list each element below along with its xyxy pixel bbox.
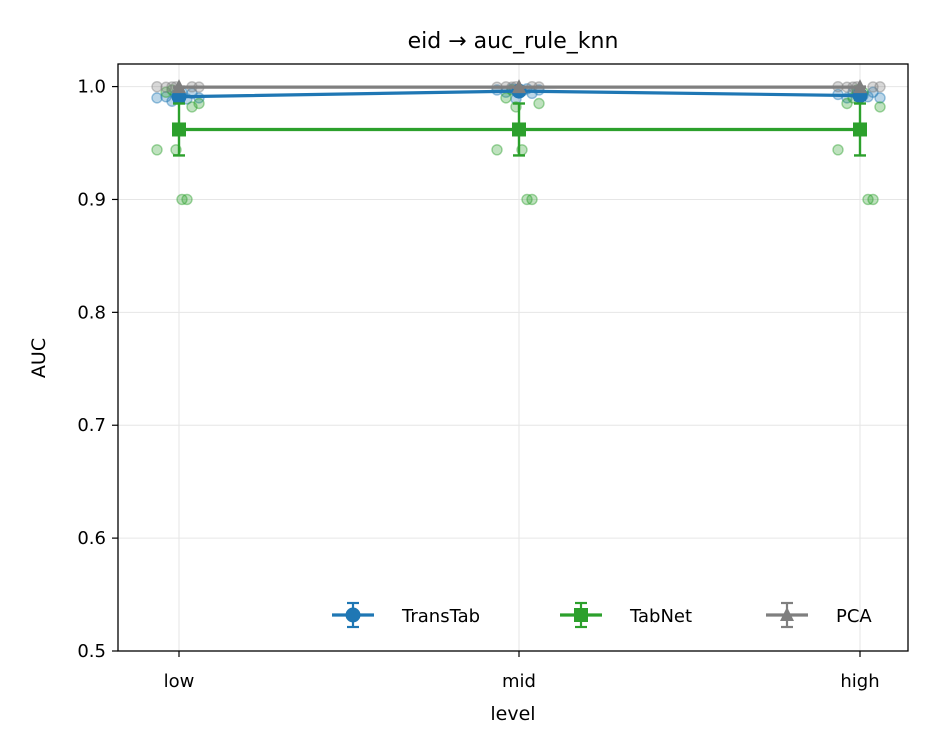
raw-point-transtab bbox=[151, 92, 163, 104]
raw-point-tabnet bbox=[160, 86, 172, 98]
raw-point-tabnet bbox=[832, 144, 844, 156]
chart-title: eid → auc_rule_knn bbox=[408, 29, 619, 54]
mean-marker-pca bbox=[853, 79, 867, 94]
mean-marker-tabnet bbox=[172, 122, 186, 137]
raw-point-pca bbox=[867, 81, 879, 93]
raw-point-tabnet bbox=[193, 97, 205, 110]
raw-point-tabnet bbox=[841, 97, 853, 110]
y-tick-label: 1.0 bbox=[77, 77, 106, 98]
raw-point-pca bbox=[151, 80, 163, 93]
mean-marker-pca bbox=[512, 79, 526, 94]
raw-point-transtab bbox=[874, 92, 886, 104]
x-axis-label: level bbox=[490, 703, 535, 725]
y-tick-label: 0.7 bbox=[77, 415, 106, 436]
legend-label-tabnet: TabNet bbox=[629, 606, 692, 627]
y-tick-label: 0.6 bbox=[77, 528, 106, 549]
raw-point-tabnet bbox=[526, 193, 538, 206]
mean-marker-tabnet bbox=[512, 122, 526, 137]
raw-point-transtab bbox=[867, 86, 879, 98]
raw-point-transtab bbox=[160, 91, 172, 103]
legend-label-pca: PCA bbox=[836, 606, 872, 627]
y-tick-label: 0.8 bbox=[77, 302, 106, 323]
y-tick-label: 0.9 bbox=[77, 189, 106, 210]
ticks-layer: 0.5 0.6 0.7 0.8 0.9 1.0 low mid high bbox=[77, 77, 879, 692]
raw-point-tabnet bbox=[186, 101, 198, 113]
legend-item-pca: PCA bbox=[766, 601, 872, 629]
legend: TransTab TabNet PCA bbox=[332, 601, 872, 629]
legend-label-transtab: TransTab bbox=[401, 606, 480, 627]
mean-marker-tabnet bbox=[853, 122, 867, 137]
series-layer bbox=[171, 79, 868, 157]
legend-marker-pca bbox=[780, 606, 794, 622]
raw-point-tabnet bbox=[862, 193, 874, 206]
mean-marker-pca bbox=[172, 79, 186, 94]
raw-point-tabnet bbox=[181, 193, 193, 206]
y-axis-label: AUC bbox=[28, 338, 50, 378]
x-tick-label: low bbox=[164, 671, 195, 692]
plot-frame bbox=[117, 63, 909, 652]
legend-marker-tabnet bbox=[574, 608, 588, 622]
raw-point-tabnet bbox=[874, 101, 886, 113]
raw-point-tabnet bbox=[867, 193, 879, 206]
x-tick-label: high bbox=[840, 671, 879, 692]
raw-point-tabnet bbox=[491, 144, 503, 156]
y-tick-label: 0.5 bbox=[77, 641, 106, 662]
raw-point-pca bbox=[874, 81, 886, 93]
raw-point-pca bbox=[160, 81, 172, 93]
legend-item-tabnet: TabNet bbox=[560, 601, 692, 629]
x-tick-label: mid bbox=[502, 671, 536, 692]
raw-point-tabnet bbox=[151, 144, 163, 156]
raw-point-tabnet bbox=[533, 97, 545, 110]
legend-item-transtab: TransTab bbox=[332, 601, 480, 629]
raw-point-tabnet bbox=[176, 193, 188, 206]
legend-marker-transtab bbox=[345, 607, 361, 623]
raw-point-tabnet bbox=[521, 193, 533, 206]
